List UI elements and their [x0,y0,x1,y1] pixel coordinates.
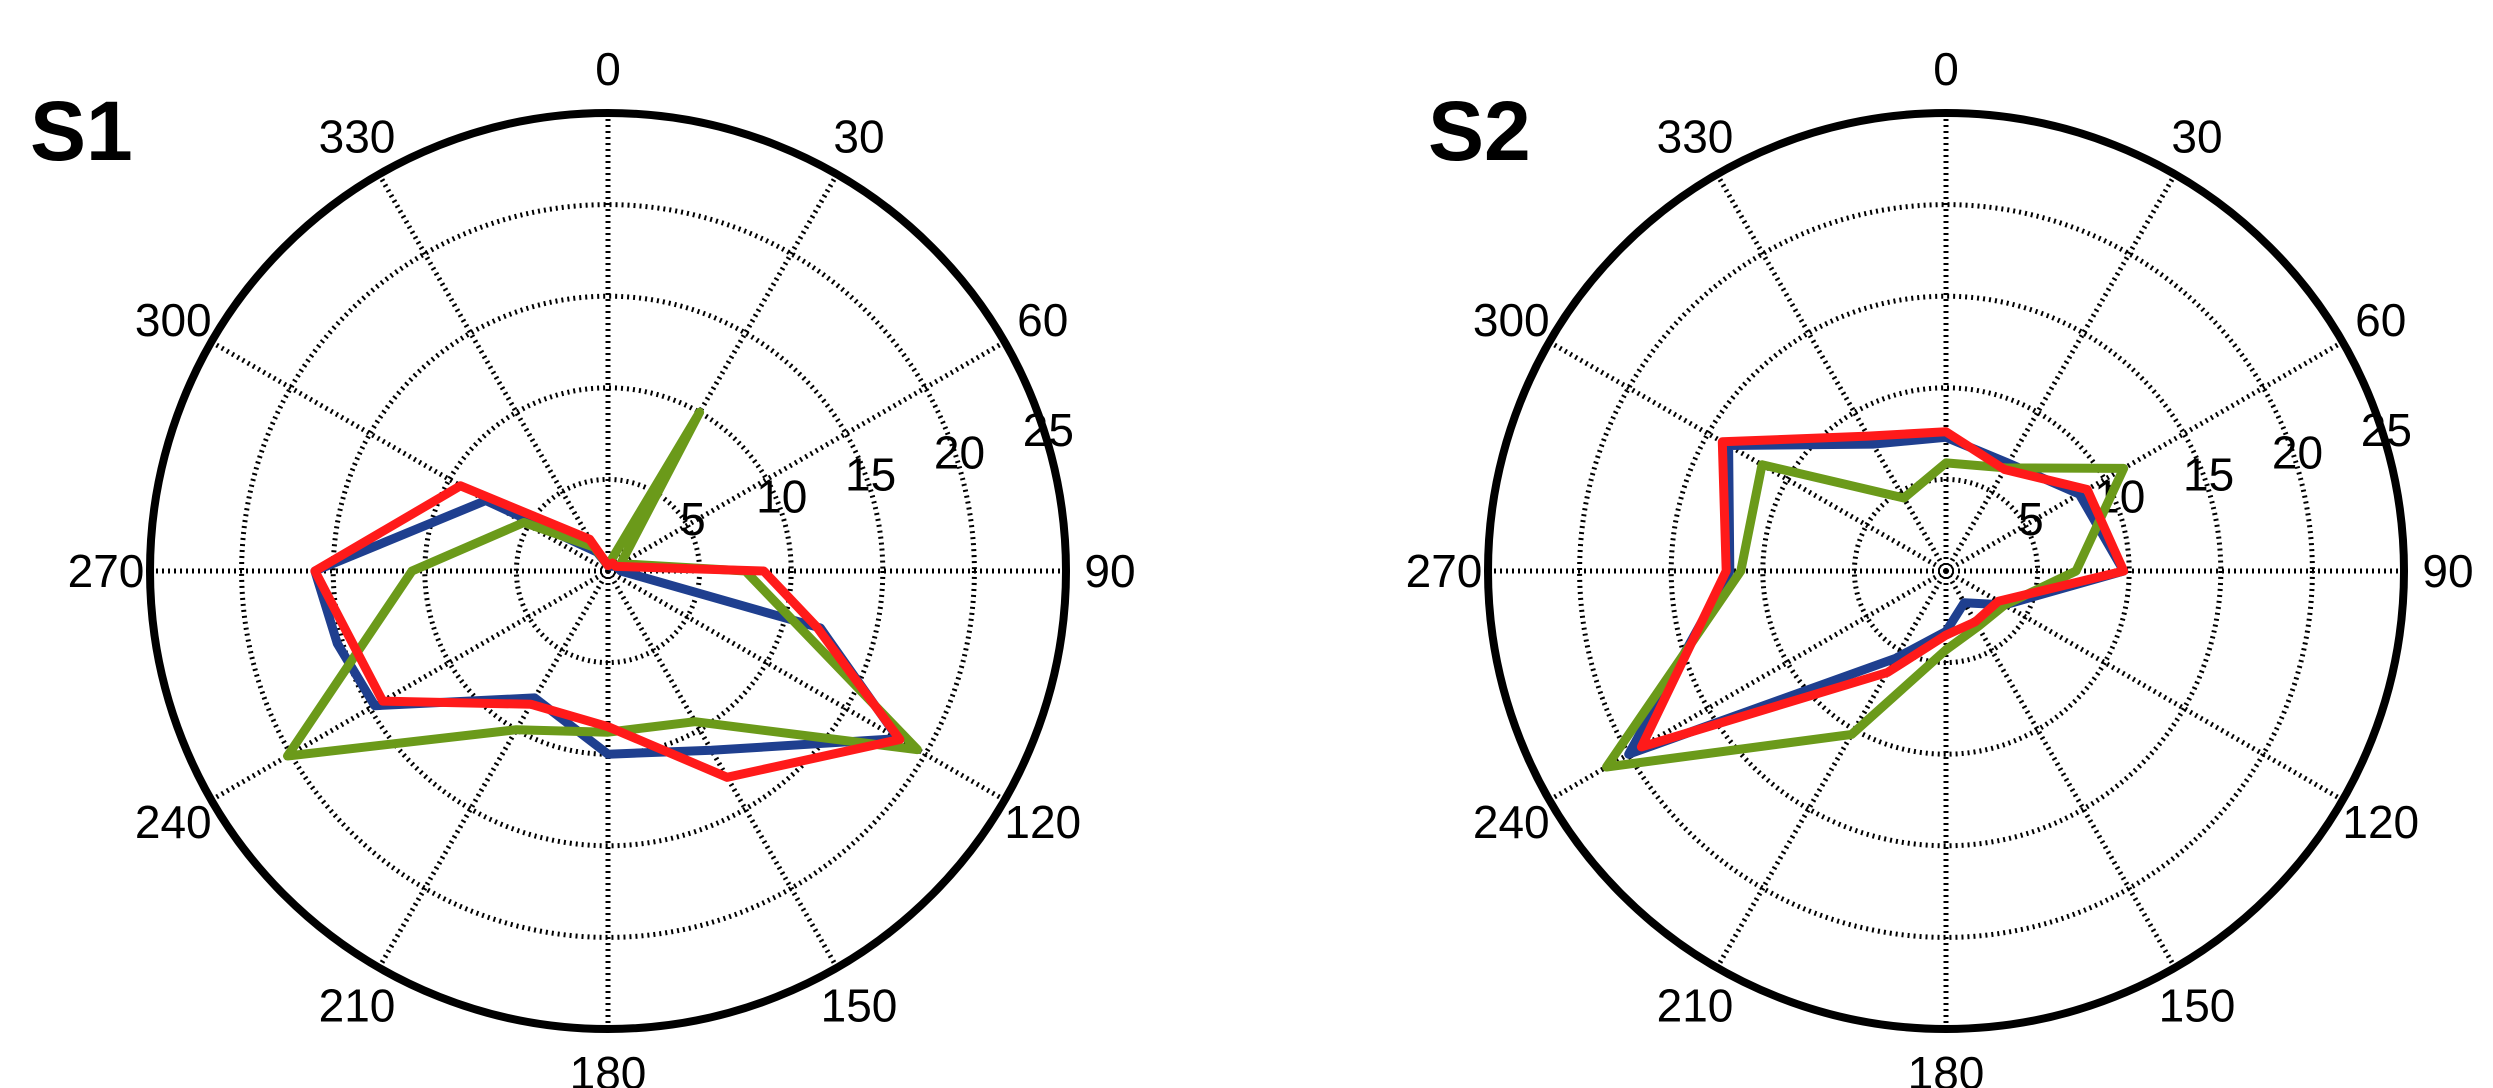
p1-radial-label-10: 10 [756,471,807,523]
panel-label-s2: S2 [1428,84,1531,178]
p1-angle-label-180: 180 [570,1047,647,1088]
p1-angle-label-0: 0 [595,43,621,95]
p2-angle-label-30: 30 [2171,110,2222,162]
p2-angle-label-180: 180 [1908,1047,1985,1088]
p1-radial-label-15: 15 [845,449,896,501]
p1-spoke-30 [605,173,840,573]
p1-angle-label-90: 90 [1084,545,1135,597]
p2-series-2-line [1602,458,2129,772]
p2-radial-label-25: 25 [2361,404,2412,456]
p1-spoke-150 [605,569,840,969]
p2-spoke-60 [1944,339,2344,574]
p2-angle-label-90: 90 [2422,545,2473,597]
p1-spoke-60 [606,339,1006,574]
p2-series-3-line [1636,427,2129,752]
p2-spoke-120 [1944,568,2344,803]
p2-angle-label-60: 60 [2355,294,2406,346]
polar-panel-s1: S1 0 30 60 90 120 150 180 210 240 270 300 330 5 10 15 2… [30,43,1136,1088]
p2-spoke-30 [1943,173,2178,573]
p2-spoke-330 [1714,173,1949,573]
p2-radial-label-20: 20 [2272,426,2323,478]
p2-angle-label-240: 240 [1473,796,1550,848]
p1-grid-circle-15 [330,293,886,849]
p2-radial-label-15: 15 [2183,449,2234,501]
p1-outer-boundary [146,109,1070,1033]
p1-spoke-240 [210,568,610,803]
p1-spoke-330 [376,173,611,573]
p2-angle-label-120: 120 [2342,796,2419,848]
p2-angle-label-300: 300 [1473,294,1550,346]
p1-spoke-210 [376,569,611,969]
p1-angle-label-270: 270 [68,545,145,597]
p2-grid-circle-10 [1760,385,2132,757]
p2-spoke-210 [1714,569,1949,969]
p2-angle-label-150: 150 [2159,980,2236,1032]
p1-radial-label-5: 5 [680,493,706,545]
p2-spoke-300 [1548,339,1948,574]
p1-angle-label-330: 330 [319,110,396,162]
p2-angle-label-0: 0 [1933,43,1959,95]
p1-angle-label-210: 210 [319,980,396,1032]
p1-angle-label-150: 150 [821,980,898,1032]
p1-spoke-300 [210,339,610,574]
p1-angle-label-240: 240 [135,796,212,848]
panel-label-s1: S1 [30,84,133,178]
p1-radial-label-20: 20 [934,426,985,478]
p1-spoke-120 [606,568,1006,803]
p1-angle-label-30: 30 [833,110,884,162]
p1-angle-label-60: 60 [1017,294,1068,346]
p1-radial-label-25: 25 [1023,404,1074,456]
p2-outer-boundary [1484,109,2408,1033]
p2-spoke-150 [1943,569,2178,969]
p1-angle-label-120: 120 [1004,796,1081,848]
p1-angle-label-300: 300 [135,294,212,346]
p2-angle-label-210: 210 [1657,980,1734,1032]
p2-angle-label-270: 270 [1406,545,1483,597]
p1-series-3-line [310,481,905,782]
p1-grid-circle-10 [422,385,794,757]
p2-spoke-240 [1548,568,1948,803]
p2-angle-label-330: 330 [1657,110,1734,162]
p2-radial-label-5: 5 [2018,493,2044,545]
p2-grid-circle-15 [1668,293,2224,849]
